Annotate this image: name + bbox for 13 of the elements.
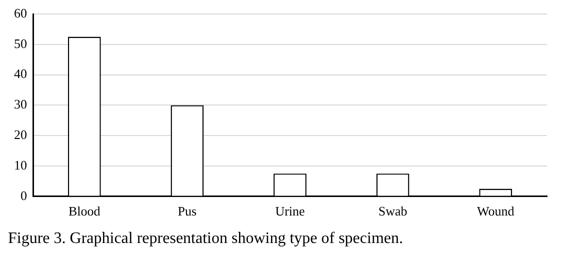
x-tick-label: Pus — [178, 204, 197, 219]
x-tick-label: Swab — [378, 204, 408, 219]
y-tick-label: 60 — [14, 5, 27, 20]
x-tick-label: Wound — [476, 204, 515, 219]
x-tick-label: Urine — [275, 204, 306, 219]
y-tick-label: 30 — [14, 96, 27, 112]
y-tick-label: 20 — [14, 127, 27, 142]
caption: Figure 3. Graphical representation showing type of specimen. — [8, 230, 403, 248]
y-tick-label: 50 — [14, 36, 27, 51]
y-tick-label: 40 — [14, 66, 27, 82]
y-tick-label: 0 — [20, 188, 27, 203]
x-tick-label: Blood — [68, 204, 101, 219]
y-tick-label: 10 — [14, 157, 27, 172]
